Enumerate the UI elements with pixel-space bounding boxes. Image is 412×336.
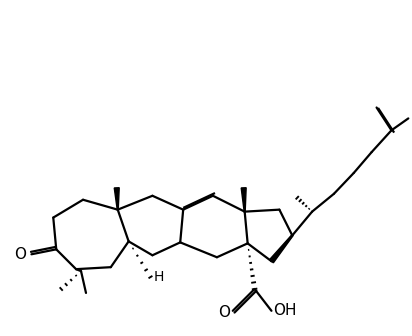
- Text: O: O: [14, 247, 26, 262]
- Polygon shape: [269, 235, 293, 263]
- Text: OH: OH: [274, 303, 297, 318]
- Text: O: O: [218, 305, 230, 320]
- Polygon shape: [241, 188, 246, 212]
- Polygon shape: [114, 188, 119, 210]
- Text: H: H: [153, 270, 164, 284]
